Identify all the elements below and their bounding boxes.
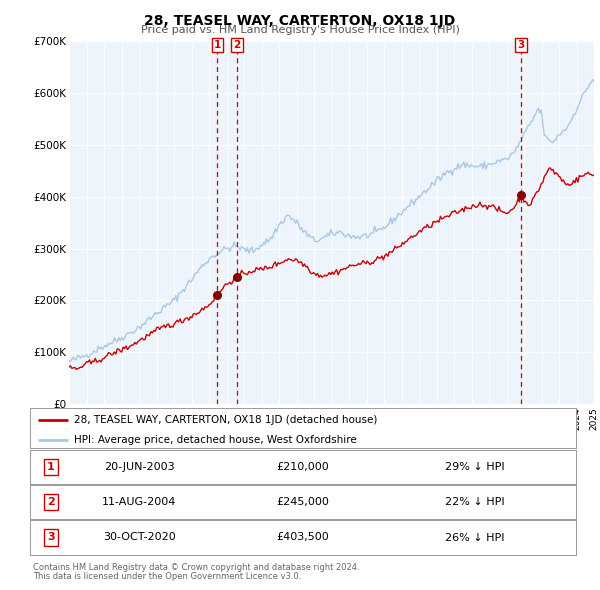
Text: £210,000: £210,000 bbox=[277, 462, 329, 471]
Text: 28, TEASEL WAY, CARTERTON, OX18 1JD: 28, TEASEL WAY, CARTERTON, OX18 1JD bbox=[145, 14, 455, 28]
Text: HPI: Average price, detached house, West Oxfordshire: HPI: Average price, detached house, West… bbox=[74, 435, 356, 445]
Text: Contains HM Land Registry data © Crown copyright and database right 2024.: Contains HM Land Registry data © Crown c… bbox=[33, 563, 359, 572]
Text: 3: 3 bbox=[47, 533, 55, 542]
Text: 30-OCT-2020: 30-OCT-2020 bbox=[103, 533, 176, 542]
Text: This data is licensed under the Open Government Licence v3.0.: This data is licensed under the Open Gov… bbox=[33, 572, 301, 581]
Text: 11-AUG-2004: 11-AUG-2004 bbox=[102, 497, 176, 507]
Text: £245,000: £245,000 bbox=[277, 497, 329, 507]
Text: 20-JUN-2003: 20-JUN-2003 bbox=[104, 462, 175, 471]
Text: £403,500: £403,500 bbox=[277, 533, 329, 542]
Text: 26% ↓ HPI: 26% ↓ HPI bbox=[445, 533, 505, 542]
Text: 29% ↓ HPI: 29% ↓ HPI bbox=[445, 462, 505, 471]
Text: 1: 1 bbox=[214, 40, 221, 50]
Text: 22% ↓ HPI: 22% ↓ HPI bbox=[445, 497, 505, 507]
Text: Price paid vs. HM Land Registry's House Price Index (HPI): Price paid vs. HM Land Registry's House … bbox=[140, 25, 460, 35]
Text: 3: 3 bbox=[517, 40, 524, 50]
Text: 2: 2 bbox=[47, 497, 55, 507]
Text: 28, TEASEL WAY, CARTERTON, OX18 1JD (detached house): 28, TEASEL WAY, CARTERTON, OX18 1JD (det… bbox=[74, 415, 377, 425]
Text: 2: 2 bbox=[233, 40, 241, 50]
Text: 1: 1 bbox=[47, 462, 55, 471]
